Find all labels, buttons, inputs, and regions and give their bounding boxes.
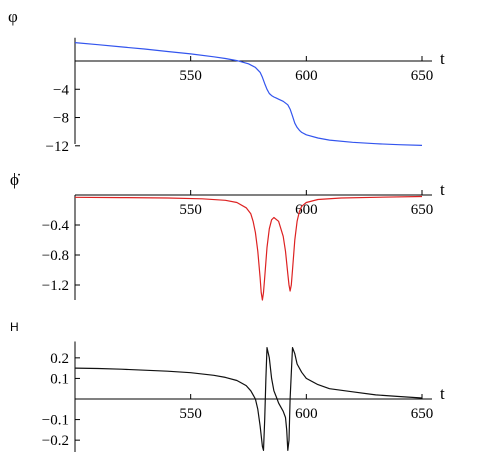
y-tick-label-3: −0.2	[42, 433, 69, 449]
series-line-2	[74, 195, 423, 301]
y-tick-label-0: −4	[53, 82, 69, 98]
y-tick-label-1: −0.8	[42, 248, 69, 264]
y-axis-label: φ	[8, 7, 18, 26]
x-tick-label-600: 600	[295, 202, 318, 218]
x-tick-label-600: 600	[295, 68, 318, 84]
y-tick-label-2: −12	[46, 139, 69, 155]
x-axis-label: t	[440, 384, 445, 403]
series-line-1	[74, 42, 423, 146]
x-tick-label-550: 550	[179, 68, 202, 84]
y-tick-label-1: −8	[53, 111, 69, 127]
series-line-3	[74, 347, 423, 451]
y-tick-label-2: −1.2	[42, 278, 69, 294]
x-tick-label-650: 650	[411, 202, 434, 218]
x-tick-label-650: 650	[411, 68, 434, 84]
y-tick-label-0: −0.4	[42, 218, 70, 234]
x-tick-label-550: 550	[179, 202, 202, 218]
x-axis-label: t	[440, 180, 445, 199]
y-tick-label-1: 0.1	[50, 371, 69, 387]
y-axis-label: ϕ̇	[10, 170, 20, 189]
y-tick-label-0: 0.2	[50, 351, 69, 367]
y-tick-label-2: −0.1	[42, 413, 69, 429]
chart-panel-2: 550 600 650 −0.4 −0.8 −1.2 ϕ̇ t	[10, 170, 445, 301]
chart-panel-3: 550 600 650 0.2 0.1 −0.1 −0.2 Ht	[10, 320, 445, 452]
x-tick-label-550: 550	[179, 406, 202, 422]
x-tick-label-650: 650	[411, 406, 434, 422]
chart-panel-1: 550 600 650 −4 −8 −12 φ t	[8, 7, 445, 155]
y-axis-label: H	[10, 320, 19, 334]
x-axis-label: t	[440, 49, 445, 68]
x-tick-label-600: 600	[295, 406, 318, 422]
